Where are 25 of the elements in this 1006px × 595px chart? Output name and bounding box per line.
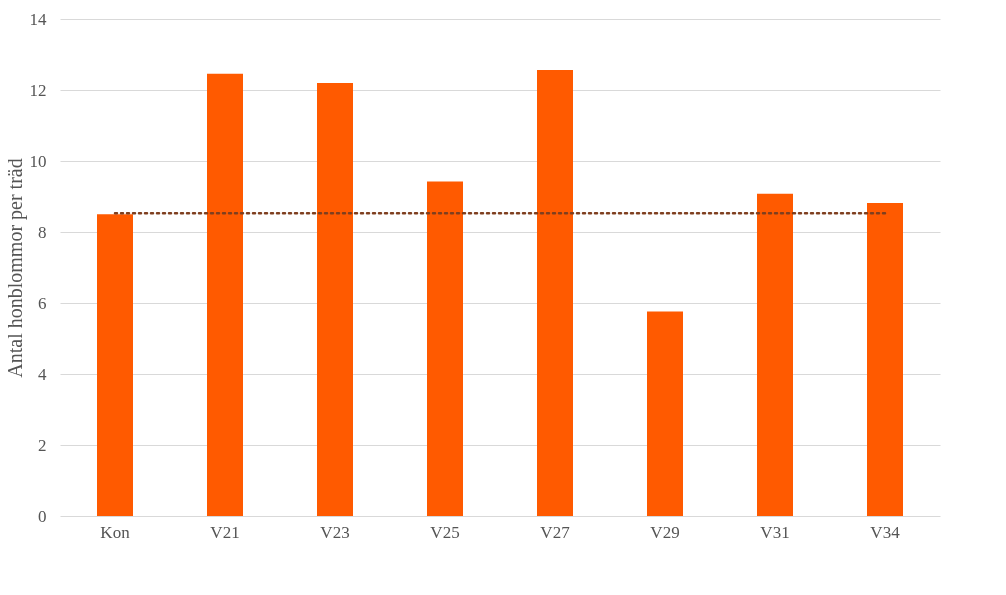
bar (537, 70, 573, 516)
x-tick-label: V27 (540, 522, 571, 542)
bar (97, 214, 133, 516)
y-tick-label: 2 (38, 435, 47, 455)
bar (317, 82, 353, 516)
x-tick-label: V23 (320, 522, 350, 542)
bar (427, 181, 463, 516)
x-tick-label: V25 (430, 522, 460, 542)
y-tick-label: 12 (29, 80, 47, 100)
y-tick-label: 8 (38, 222, 47, 242)
y-tick-label: 14 (29, 9, 47, 29)
x-tick-label: Kon (100, 522, 131, 542)
x-tick-label: V31 (760, 522, 790, 542)
bar (647, 311, 683, 516)
bar (867, 202, 903, 516)
y-tick-label: 6 (38, 293, 47, 313)
bar (207, 73, 243, 516)
y-tick-label: 4 (38, 364, 47, 384)
x-tick-label: V29 (650, 522, 680, 542)
x-tick-label: V21 (210, 522, 240, 542)
y-tick-label: 10 (29, 151, 47, 171)
x-tick-label: V34 (870, 522, 901, 542)
y-tick-label: 0 (38, 506, 47, 526)
y-axis-title: Antal honblommor per träd (3, 158, 27, 378)
bar (757, 193, 793, 516)
